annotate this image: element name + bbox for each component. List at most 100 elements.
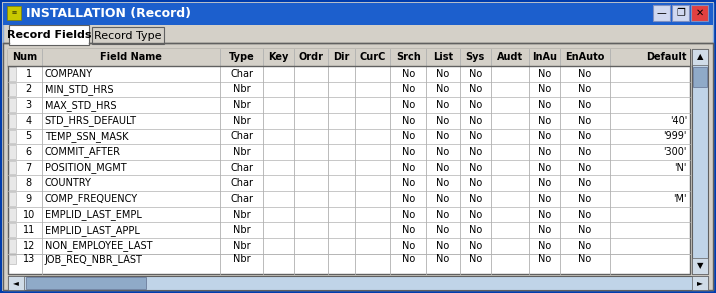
Text: No: No — [538, 209, 551, 219]
Text: COUNTRY: COUNTRY — [44, 178, 92, 188]
Text: No: No — [579, 178, 591, 188]
Text: EnAuto: EnAuto — [565, 52, 604, 62]
Text: No: No — [579, 84, 591, 94]
Bar — [672, 5, 689, 21]
Bar — [3, 3, 713, 25]
Text: No: No — [538, 84, 551, 94]
Text: 10: 10 — [23, 209, 35, 219]
Text: Srch: Srch — [396, 52, 420, 62]
Text: No: No — [469, 254, 482, 264]
Text: ✕: ✕ — [695, 8, 704, 18]
Text: No: No — [402, 194, 415, 204]
Bar — [9, 25, 89, 45]
Text: No: No — [402, 84, 415, 94]
Bar — [9, 255, 16, 264]
Text: Ordr: Ordr — [299, 52, 324, 62]
Bar — [692, 258, 708, 274]
Text: List: List — [433, 52, 453, 62]
Text: ▲: ▲ — [697, 52, 703, 62]
Text: No: No — [402, 100, 415, 110]
Text: No: No — [579, 163, 591, 173]
Text: ▼: ▼ — [697, 261, 703, 270]
Text: 8: 8 — [26, 178, 32, 188]
Bar — [9, 223, 16, 237]
Text: 'M': 'M' — [674, 194, 687, 204]
Text: No: No — [579, 225, 591, 235]
Bar — [26, 277, 146, 289]
Text: Char: Char — [230, 194, 253, 204]
Text: No: No — [579, 147, 591, 157]
Text: Nbr: Nbr — [233, 84, 251, 94]
Text: ►: ► — [697, 279, 703, 287]
Text: 1: 1 — [26, 69, 32, 79]
Text: Nbr: Nbr — [233, 116, 251, 126]
Text: Key: Key — [268, 52, 289, 62]
Bar — [692, 276, 708, 290]
Text: No: No — [469, 225, 482, 235]
Text: Dir: Dir — [333, 52, 349, 62]
Text: No: No — [579, 209, 591, 219]
Bar — [9, 130, 16, 143]
Text: No: No — [538, 131, 551, 142]
Bar — [7, 6, 21, 20]
Text: Nbr: Nbr — [233, 147, 251, 157]
Text: No: No — [538, 194, 551, 204]
Bar — [9, 83, 16, 96]
Text: No: No — [579, 131, 591, 142]
Text: ≡: ≡ — [11, 8, 16, 18]
Text: Sys: Sys — [465, 52, 485, 62]
Bar — [691, 5, 708, 21]
Text: No: No — [402, 116, 415, 126]
Bar — [692, 49, 708, 65]
Text: No: No — [469, 147, 482, 157]
Text: 6: 6 — [26, 147, 32, 157]
Text: No: No — [579, 254, 591, 264]
Text: No: No — [436, 254, 450, 264]
Bar — [92, 27, 164, 44]
Text: MAX_STD_HRS: MAX_STD_HRS — [44, 100, 116, 110]
Text: Char: Char — [230, 178, 253, 188]
Text: ❐: ❐ — [676, 8, 685, 18]
Bar — [692, 49, 708, 274]
Text: COMP_FREQUENCY: COMP_FREQUENCY — [44, 193, 137, 205]
Text: No: No — [402, 209, 415, 219]
Text: STD_HRS_DEFAULT: STD_HRS_DEFAULT — [44, 115, 137, 126]
Text: No: No — [436, 147, 450, 157]
Bar — [8, 49, 690, 66]
Text: No: No — [469, 69, 482, 79]
Text: EMPLID_LAST_APPL: EMPLID_LAST_APPL — [44, 225, 140, 236]
Text: Char: Char — [230, 163, 253, 173]
Text: 5: 5 — [26, 131, 32, 142]
Text: 'N': 'N' — [674, 163, 687, 173]
Text: MIN_STD_HRS: MIN_STD_HRS — [44, 84, 113, 95]
Text: No: No — [436, 163, 450, 173]
Bar — [9, 208, 16, 222]
Text: No: No — [469, 163, 482, 173]
Text: No: No — [579, 100, 591, 110]
Text: EMPLID_LAST_EMPL: EMPLID_LAST_EMPL — [44, 209, 142, 220]
Bar — [3, 43, 713, 290]
Text: NON_EMPLOYEE_LAST: NON_EMPLOYEE_LAST — [44, 240, 152, 251]
Bar — [9, 176, 16, 190]
Text: No: No — [538, 69, 551, 79]
Text: No: No — [436, 100, 450, 110]
Bar — [8, 276, 24, 290]
Bar — [9, 239, 16, 253]
Text: Type: Type — [229, 52, 255, 62]
Bar — [8, 276, 708, 290]
Text: COMMIT_AFTER: COMMIT_AFTER — [44, 146, 120, 157]
Text: ◄: ◄ — [13, 279, 19, 287]
Text: No: No — [436, 241, 450, 251]
Text: Record Type: Record Type — [95, 31, 162, 41]
Text: No: No — [538, 254, 551, 264]
Text: 12: 12 — [23, 241, 35, 251]
Text: POSITION_MGMT: POSITION_MGMT — [44, 162, 126, 173]
Text: TEMP_SSN_MASK: TEMP_SSN_MASK — [44, 131, 128, 142]
Text: No: No — [469, 194, 482, 204]
Text: Char: Char — [230, 131, 253, 142]
Text: No: No — [402, 163, 415, 173]
Text: 13: 13 — [23, 254, 35, 264]
Text: No: No — [469, 209, 482, 219]
Text: Nbr: Nbr — [233, 241, 251, 251]
Text: Field Name: Field Name — [100, 52, 162, 62]
